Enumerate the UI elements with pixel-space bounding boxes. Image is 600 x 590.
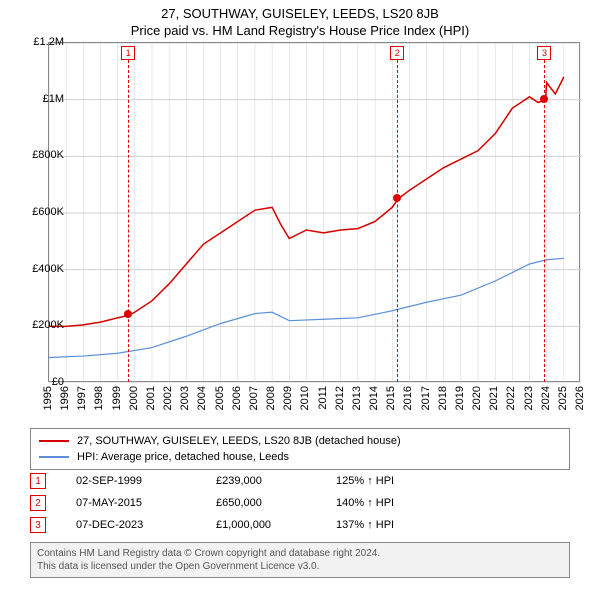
x-tick-label: 1996 [59, 386, 71, 410]
x-tick-label: 2018 [437, 386, 449, 410]
sale-date: 07-DEC-2023 [76, 519, 216, 531]
sale-num-box: 3 [30, 517, 46, 533]
x-tick-label: 1999 [111, 386, 123, 410]
sale-pct: 137% ↑ HPI [336, 519, 456, 531]
title-main: 27, SOUTHWAY, GUISELEY, LEEDS, LS20 8JB [0, 6, 600, 21]
x-tick-label: 2022 [505, 386, 517, 410]
x-tick-label: 2013 [351, 386, 363, 410]
x-tick-label: 2026 [574, 386, 586, 410]
sale-date: 07-MAY-2015 [76, 497, 216, 509]
y-tick-label: £200K [32, 319, 64, 331]
sale-data-point [124, 310, 132, 318]
y-tick-label: £1M [43, 93, 64, 105]
sale-price: £650,000 [216, 497, 336, 509]
x-tick-label: 2014 [368, 386, 380, 410]
x-tick-label: 2005 [214, 386, 226, 410]
y-tick-label: £600K [32, 206, 64, 218]
x-tick-label: 2007 [248, 386, 260, 410]
x-tick-label: 2009 [282, 386, 294, 410]
x-tick-label: 2020 [471, 386, 483, 410]
x-tick-label: 2006 [231, 386, 243, 410]
y-tick-label: £400K [32, 263, 64, 275]
x-tick-label: 2017 [420, 386, 432, 410]
x-tick-label: 2008 [265, 386, 277, 410]
attribution-line1: Contains HM Land Registry data © Crown c… [37, 547, 563, 560]
sale-price: £239,000 [216, 475, 336, 487]
legend-label-0: 27, SOUTHWAY, GUISELEY, LEEDS, LS20 8JB … [77, 435, 401, 447]
x-tick-label: 1998 [93, 386, 105, 410]
x-tick-label: 1995 [42, 386, 54, 410]
sale-data-point [540, 95, 548, 103]
legend-swatch-1 [39, 456, 69, 458]
x-tick-label: 2010 [299, 386, 311, 410]
x-tick-label: 2000 [128, 386, 140, 410]
x-tick-label: 2004 [196, 386, 208, 410]
x-tick-label: 2023 [523, 386, 535, 410]
chart-container: 27, SOUTHWAY, GUISELEY, LEEDS, LS20 8JB … [0, 0, 600, 590]
sale-pct: 125% ↑ HPI [336, 475, 456, 487]
sale-marker-box: 2 [390, 46, 404, 60]
x-tick-label: 2002 [162, 386, 174, 410]
sale-num-box: 2 [30, 495, 46, 511]
table-row: 3 07-DEC-2023 £1,000,000 137% ↑ HPI [30, 514, 456, 536]
title-sub: Price paid vs. HM Land Registry's House … [0, 23, 600, 38]
attribution-line2: This data is licensed under the Open Gov… [37, 560, 563, 573]
sale-marker-line [128, 60, 129, 382]
sales-table: 1 02-SEP-1999 £239,000 125% ↑ HPI 2 07-M… [30, 470, 456, 536]
sale-marker-box: 1 [121, 46, 135, 60]
y-tick-label: £1.2M [33, 36, 64, 48]
sale-data-point [393, 194, 401, 202]
sale-marker-line [397, 60, 398, 382]
x-tick-label: 2012 [334, 386, 346, 410]
sale-price: £1,000,000 [216, 519, 336, 531]
attribution-box: Contains HM Land Registry data © Crown c… [30, 542, 570, 578]
legend-row: HPI: Average price, detached house, Leed… [39, 449, 561, 465]
x-tick-label: 2015 [385, 386, 397, 410]
sale-date: 02-SEP-1999 [76, 475, 216, 487]
sale-pct: 140% ↑ HPI [336, 497, 456, 509]
title-block: 27, SOUTHWAY, GUISELEY, LEEDS, LS20 8JB … [0, 0, 600, 38]
x-tick-label: 2003 [179, 386, 191, 410]
table-row: 2 07-MAY-2015 £650,000 140% ↑ HPI [30, 492, 456, 514]
legend-row: 27, SOUTHWAY, GUISELEY, LEEDS, LS20 8JB … [39, 433, 561, 449]
legend-box: 27, SOUTHWAY, GUISELEY, LEEDS, LS20 8JB … [30, 428, 570, 470]
legend-swatch-0 [39, 440, 69, 442]
x-tick-label: 2025 [557, 386, 569, 410]
y-tick-label: £800K [32, 149, 64, 161]
x-tick-label: 2019 [454, 386, 466, 410]
x-tick-label: 2011 [317, 386, 329, 410]
x-tick-label: 1997 [76, 386, 88, 410]
sale-marker-line [544, 60, 545, 382]
legend-label-1: HPI: Average price, detached house, Leed… [77, 451, 289, 463]
table-row: 1 02-SEP-1999 £239,000 125% ↑ HPI [30, 470, 456, 492]
x-tick-label: 2016 [402, 386, 414, 410]
x-tick-label: 2001 [145, 386, 157, 410]
x-tick-label: 2024 [540, 386, 552, 410]
sale-marker-box: 3 [537, 46, 551, 60]
x-tick-label: 2021 [488, 386, 500, 410]
sale-num-box: 1 [30, 473, 46, 489]
